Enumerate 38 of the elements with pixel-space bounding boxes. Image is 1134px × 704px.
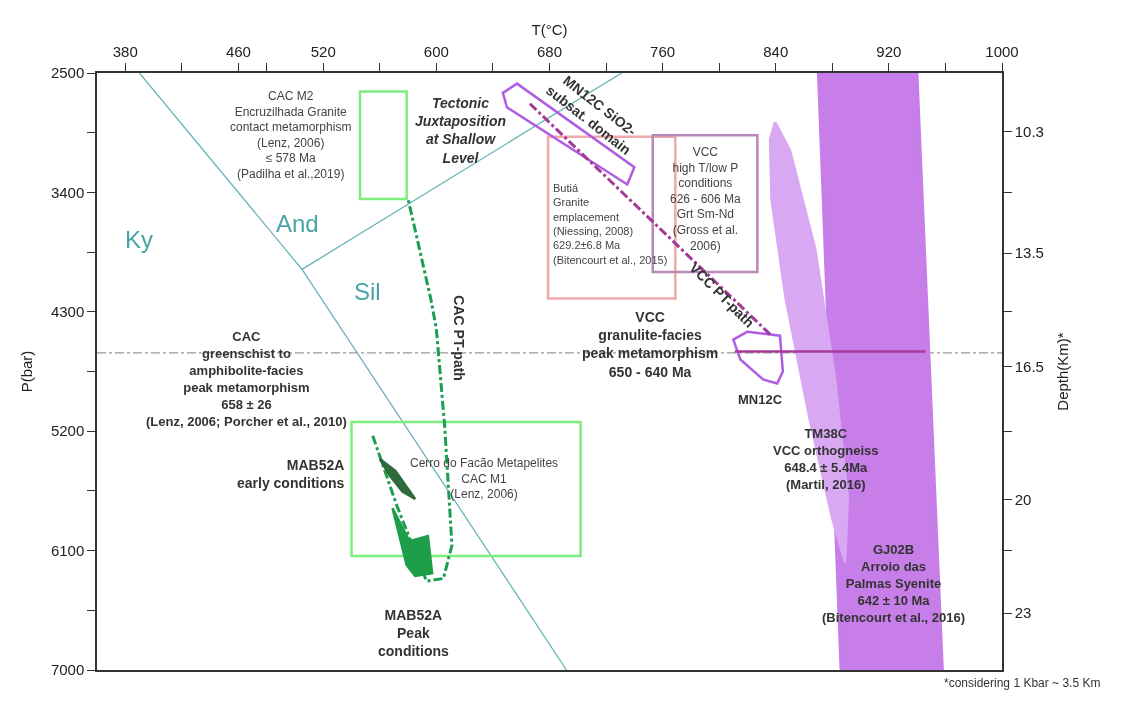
line-series — [732, 330, 785, 385]
annotation: MAB52A early conditions — [237, 457, 345, 492]
annotation: TM38C VCC orthogneiss 648.4 ± 5.4Ma (Martil, 2016) — [773, 426, 879, 492]
y2-tick-label: 10.3 — [1014, 123, 1044, 140]
y-tick-label: 3400 — [50, 183, 85, 201]
y-tick-label: 5200 — [50, 422, 85, 440]
annotation: Sil — [354, 278, 381, 305]
annotation: CAC PT-path — [451, 295, 468, 381]
annotation: Tectonic Juxtaposition at Shallow Level — [415, 95, 507, 166]
annotation: CAC M2 Encruzilhada Granite contact metamorphism (Lenz, 2006) ≤ 578 Ma (Padilha et al.,2019) — [230, 89, 352, 181]
y2-axis-title: Depth(Km)* — [1054, 332, 1072, 411]
x-tick-label: 840 — [763, 43, 789, 61]
annotation: Ky — [125, 226, 154, 253]
x-axis-title: T(°C) — [531, 21, 568, 38]
y2-tick-label: 23 — [1014, 604, 1032, 622]
y2-tick-label: 13.5 — [1014, 244, 1044, 262]
y-tick-label: 6100 — [50, 541, 85, 559]
x-tick-label: 380 — [112, 43, 138, 61]
y-tick-label: 4300 — [50, 303, 85, 321]
x-tick-label: 920 — [876, 43, 902, 61]
y-tick-label: 7000 — [50, 661, 85, 679]
annotation: MN12C — [738, 392, 783, 407]
x-tick-label: 520 — [310, 43, 336, 61]
annotation: VCC high T/low P conditions 626 - 606 Ma Grt Sm-Nd (Gross et al. 2006) — [670, 145, 742, 253]
x-tick-label: 600 — [423, 43, 449, 61]
y2-tick-label: 16.5 — [1014, 358, 1044, 376]
x-tick-label: 460 — [225, 43, 251, 61]
annotation: CAC greenschist to amphibolite-facies peak metamorphism 658 ± 26 (Lenz, 2006; Porcher et al., 2010) — [146, 329, 347, 429]
x-tick-label: 760 — [650, 43, 676, 61]
annotation: MAB52A Peak conditions — [378, 607, 449, 660]
x-tick-label: 1000 — [985, 43, 1019, 61]
y2-tick-label: 20 — [1014, 490, 1032, 508]
x-tick-label: 680 — [536, 43, 563, 61]
text: *considering 1 Kbar ~ 3.5 Km — [944, 676, 1101, 690]
y-tick-label: 2500 — [50, 64, 85, 82]
y-axis-title: P(bar) — [17, 350, 35, 393]
annotation: And — [276, 210, 319, 237]
annotation: VCC granulite-facies peak metamorphism 650 - 640 Ma — [582, 309, 719, 380]
